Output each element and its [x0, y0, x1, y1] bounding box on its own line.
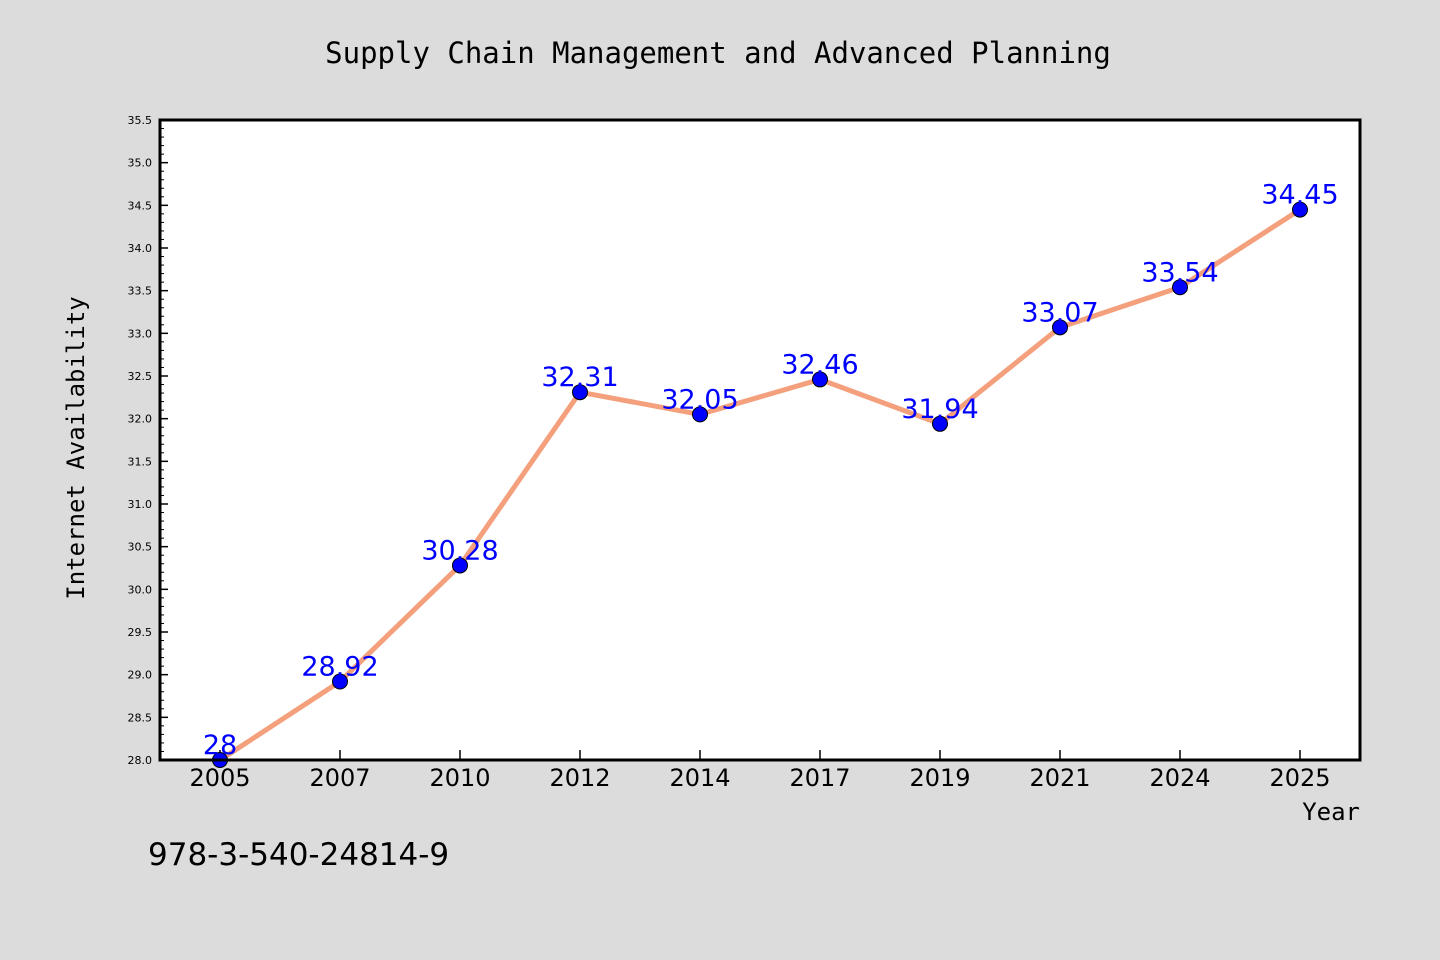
data-point [332, 673, 348, 690]
x-tick-label: 2024 [1149, 764, 1210, 792]
x-tick-label: 2010 [429, 764, 490, 792]
x-tick-label: 2014 [669, 764, 730, 792]
y-tick-label: 34.5 [128, 199, 153, 212]
y-tick-label: 30.5 [128, 541, 153, 554]
data-label: 31.94 [901, 394, 978, 425]
data-label: 28 [203, 730, 237, 761]
data-label: 33.07 [1021, 297, 1098, 328]
y-tick-label: 32.5 [128, 370, 153, 383]
y-tick-label: 31.0 [128, 498, 153, 511]
data-point [1052, 319, 1068, 336]
data-label: 33.54 [1141, 257, 1218, 288]
y-axis-label: Internet Availability [62, 296, 90, 599]
x-tick-label: 2019 [909, 764, 970, 792]
x-tick-label: 2021 [1029, 764, 1090, 792]
data-point [932, 415, 948, 432]
series-line [218, 207, 1302, 763]
y-tick-label: 32.0 [128, 413, 153, 426]
data-point [1292, 201, 1308, 218]
y-tick-label: 34.0 [128, 242, 153, 255]
y-tick-label: 35.5 [128, 114, 153, 127]
data-point [452, 557, 468, 574]
x-tick-label: 2005 [189, 764, 250, 792]
y-tick-label: 29.0 [128, 669, 153, 682]
data-labels: 28 28.92 30.28 32.31 32.05 32.46 31.94 33.07 33.… [203, 180, 1339, 761]
isbn-annotation: 978-3-540-24814-9 [148, 837, 449, 873]
plot-area [160, 120, 1360, 760]
data-label: 34.45 [1261, 180, 1338, 211]
x-tick-label: 2012 [549, 764, 610, 792]
y-axis-ticks: 28.0 28.5 29.0 29.5 30.0 30.5 31.0 31.5 32.0 32.5… [128, 114, 168, 767]
y-tick-label: 33.5 [128, 285, 153, 298]
data-label: 32.31 [541, 362, 618, 393]
y-tick-label: 35.0 [128, 157, 153, 170]
y-tick-label: 31.5 [128, 455, 153, 468]
plot-frame [158, 118, 1362, 762]
chart-title: Supply Chain Management and Advanced Pla… [325, 36, 1111, 70]
y-tick-label: 28.5 [128, 711, 153, 724]
data-label: 28.92 [301, 651, 378, 682]
data-label: 30.28 [421, 535, 498, 566]
x-axis-label: Year [1302, 798, 1360, 826]
x-tick-label: 2017 [789, 764, 850, 792]
y-tick-label: 29.5 [128, 626, 153, 639]
data-point [692, 406, 708, 423]
x-axis-ticks: 2005 2007 2010 2012 2014 2017 2019 2021 2024 2025 [189, 750, 1331, 792]
data-label: 32.46 [781, 349, 858, 380]
x-tick-label: 2025 [1269, 764, 1330, 792]
data-point [1172, 279, 1188, 296]
y-tick-label: 30.0 [128, 583, 153, 596]
data-point [572, 384, 588, 401]
data-point [812, 371, 828, 388]
y-tick-label: 28.0 [128, 754, 153, 767]
data-label: 32.05 [661, 384, 738, 415]
x-tick-label: 2007 [309, 764, 370, 792]
y-tick-label: 33.0 [128, 327, 153, 340]
